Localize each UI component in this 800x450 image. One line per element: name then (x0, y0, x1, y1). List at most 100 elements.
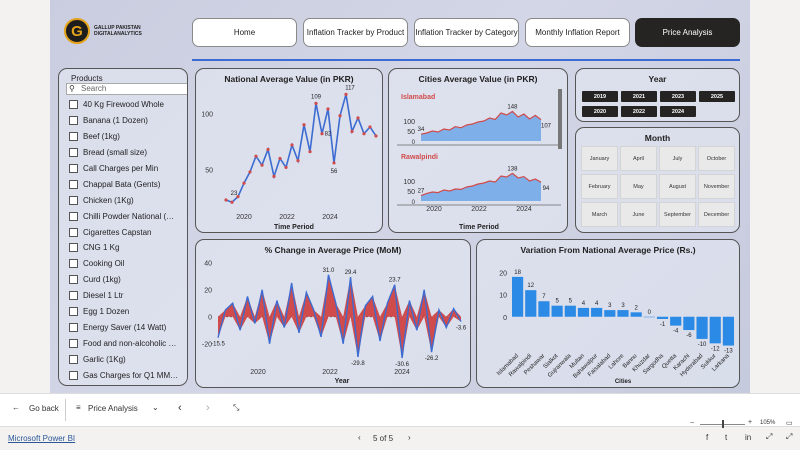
mom-change-chart: -20 0 20 40 -15.5 31.0 29.4 -29.8 23.7 -30.6 -26.2… (202, 261, 467, 385)
month-option-button[interactable]: May (620, 174, 657, 199)
zoom-thumb[interactable] (722, 420, 724, 428)
data-label: 23.7 (389, 278, 401, 284)
product-item[interactable]: 40 Kg Firewood Whole (69, 97, 187, 113)
previous-page-icon[interactable]: ‹ (178, 402, 182, 414)
data-point (344, 92, 348, 96)
y-tick-label: 20 (499, 270, 507, 277)
facebook-icon[interactable]: f (706, 433, 709, 442)
data-label: 107 (541, 124, 552, 130)
month-option-button[interactable]: February (581, 174, 618, 199)
data-label: 148 (507, 104, 518, 110)
nav-price-analysis-button[interactable]: Price Analysis (635, 18, 740, 47)
product-item[interactable]: Curd (1kg) (69, 272, 187, 288)
product-item[interactable]: Chicken (1Kg) (69, 192, 187, 208)
nav-tracker-product-button[interactable]: Inflation Tracker by Product (303, 18, 408, 47)
product-search-input[interactable]: ⚲ Search (66, 83, 187, 95)
product-item[interactable]: Call Charges per Min (69, 161, 187, 177)
checkbox[interactable] (69, 211, 78, 221)
national-chart-title: National Average Value (in PKR) (224, 74, 354, 84)
cities-chart-title: Cities Average Value (in PKR) (418, 74, 538, 84)
next-page-arrow-icon[interactable]: › (408, 433, 411, 442)
month-slicer: Month January April July October February May… (575, 127, 740, 233)
bar (656, 316, 669, 319)
checkbox[interactable] (69, 322, 78, 332)
zoom-out-icon[interactable]: − (690, 420, 695, 427)
month-option-button[interactable]: December (698, 202, 735, 227)
product-item[interactable]: Diesel 1 Ltr (69, 288, 187, 304)
fullscreen-icon[interactable]: ⤢ (766, 432, 773, 441)
data-label: 138 (507, 166, 518, 172)
checkbox[interactable] (69, 259, 78, 269)
go-back-button[interactable]: Go back (29, 404, 59, 413)
bar (525, 290, 537, 317)
product-item[interactable]: Cooking Oil (69, 256, 187, 272)
collapse-icon[interactable]: ⤡ (233, 403, 240, 412)
power-bi-link[interactable]: Microsoft Power BI (8, 434, 76, 443)
checkbox[interactable] (69, 195, 78, 205)
checkbox[interactable] (69, 148, 78, 158)
month-option-button[interactable]: October (698, 146, 735, 171)
checkbox[interactable] (69, 370, 78, 380)
month-option-button[interactable]: January (581, 146, 618, 171)
checkbox[interactable] (69, 243, 78, 253)
checkbox[interactable] (69, 116, 78, 126)
checkbox[interactable] (69, 275, 78, 285)
checkbox[interactable] (69, 227, 78, 237)
product-item[interactable]: Cigarettes Capstan (69, 224, 187, 240)
product-item[interactable]: Chappal Bata (Gents) (69, 176, 187, 192)
year-option-button[interactable]: 2020 (582, 106, 618, 117)
prev-page-arrow-icon[interactable]: ‹ (358, 433, 361, 442)
month-option-button[interactable]: November (698, 174, 735, 199)
nav-tracker-category-button[interactable]: Inflation Tracker by Category (414, 18, 519, 47)
data-point (230, 200, 234, 204)
back-arrow-icon[interactable]: ← (12, 403, 20, 412)
product-item[interactable]: Beef (1kg) (69, 129, 187, 145)
product-label: Garlic (1Kg) (83, 354, 126, 364)
next-page-icon[interactable]: › (206, 402, 210, 414)
year-option-button[interactable]: 2019 (582, 91, 618, 102)
checkbox[interactable] (69, 100, 78, 110)
bar (709, 316, 721, 344)
data-label: 5 (569, 299, 573, 305)
chevron-down-icon[interactable]: ⌄ (152, 403, 159, 412)
checkbox[interactable] (69, 307, 78, 317)
checkbox[interactable] (69, 179, 78, 189)
product-item[interactable]: Gas Charges for Q1 MM… (69, 367, 187, 383)
page-indicator: 5 of 5 (373, 434, 394, 443)
series-line (225, 94, 377, 204)
month-option-button[interactable]: June (620, 202, 657, 227)
product-item[interactable]: Banana (1 Dozen) (69, 113, 187, 129)
page-select-dropdown[interactable]: Price Analysis (88, 404, 138, 413)
nav-home-button[interactable]: Home (192, 18, 297, 47)
month-option-button[interactable]: August (659, 174, 696, 199)
product-item[interactable]: Food and non-alcoholic … (69, 335, 187, 351)
year-option-button[interactable]: 2023 (660, 91, 696, 102)
product-item[interactable]: Chilli Powder National (… (69, 208, 187, 224)
month-option-button[interactable]: September (659, 202, 696, 227)
checkbox[interactable] (69, 132, 78, 142)
cities-chart-scrollbar[interactable] (558, 89, 562, 149)
fit-page-icon[interactable]: ▭ (786, 420, 793, 427)
month-option-button[interactable]: July (659, 146, 696, 171)
nav-monthly-report-button[interactable]: Monthly Inflation Report (525, 18, 630, 47)
zoom-in-icon[interactable]: + (748, 419, 753, 426)
product-item[interactable]: Energy Saver (14 Watt) (69, 319, 187, 335)
checkbox[interactable] (69, 354, 78, 364)
year-option-button[interactable]: 2024 (660, 106, 696, 117)
product-item[interactable]: Egg 1 Dozen (69, 304, 187, 320)
year-option-button[interactable]: 2022 (621, 106, 657, 117)
product-item[interactable]: Bread (small size) (69, 145, 187, 161)
checkbox[interactable] (69, 291, 78, 301)
product-item[interactable]: Garlic (1Kg) (69, 351, 187, 367)
month-option-button[interactable]: March (581, 202, 618, 227)
month-option-button[interactable]: April (620, 146, 657, 171)
checkbox[interactable] (69, 164, 78, 173)
year-option-button[interactable]: 2025 (699, 91, 735, 102)
linkedin-icon[interactable]: in (745, 433, 752, 442)
year-option-button[interactable]: 2021 (621, 91, 657, 102)
expand-icon[interactable]: ⤢ (786, 432, 793, 441)
product-item[interactable]: CNG 1 Kg (69, 240, 187, 256)
checkbox[interactable] (69, 338, 78, 348)
data-point (260, 163, 264, 167)
twitter-icon[interactable]: t (725, 433, 728, 442)
